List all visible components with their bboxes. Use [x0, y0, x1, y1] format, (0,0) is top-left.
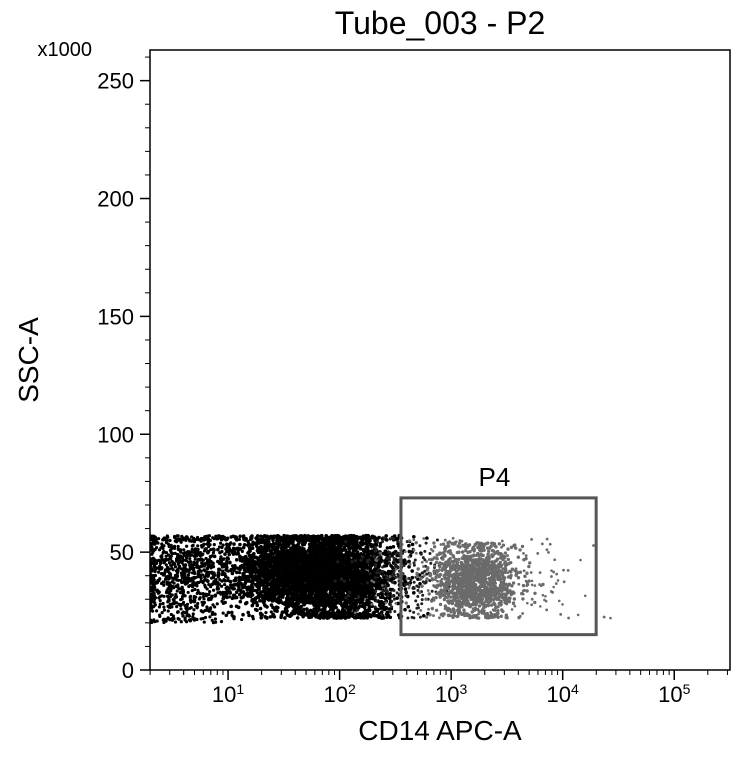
flow-cytometry-plot: Tube_003 - P2050100150200250x1000SSC-A10… [0, 0, 752, 758]
svg-text:150: 150 [97, 304, 134, 329]
plot-svg: Tube_003 - P2050100150200250x1000SSC-A10… [0, 0, 752, 758]
svg-text:0: 0 [122, 658, 134, 683]
svg-text:250: 250 [97, 69, 134, 94]
svg-text:100: 100 [97, 422, 134, 447]
svg-text:50: 50 [110, 540, 134, 565]
svg-text:200: 200 [97, 187, 134, 212]
y-axis-label: SSC-A [13, 317, 44, 403]
gate-label-p4: P4 [479, 462, 511, 492]
x-axis-label: CD14 APC-A [358, 715, 522, 746]
chart-title: Tube_003 - P2 [335, 5, 546, 41]
y-scale-multiplier: x1000 [38, 39, 93, 61]
